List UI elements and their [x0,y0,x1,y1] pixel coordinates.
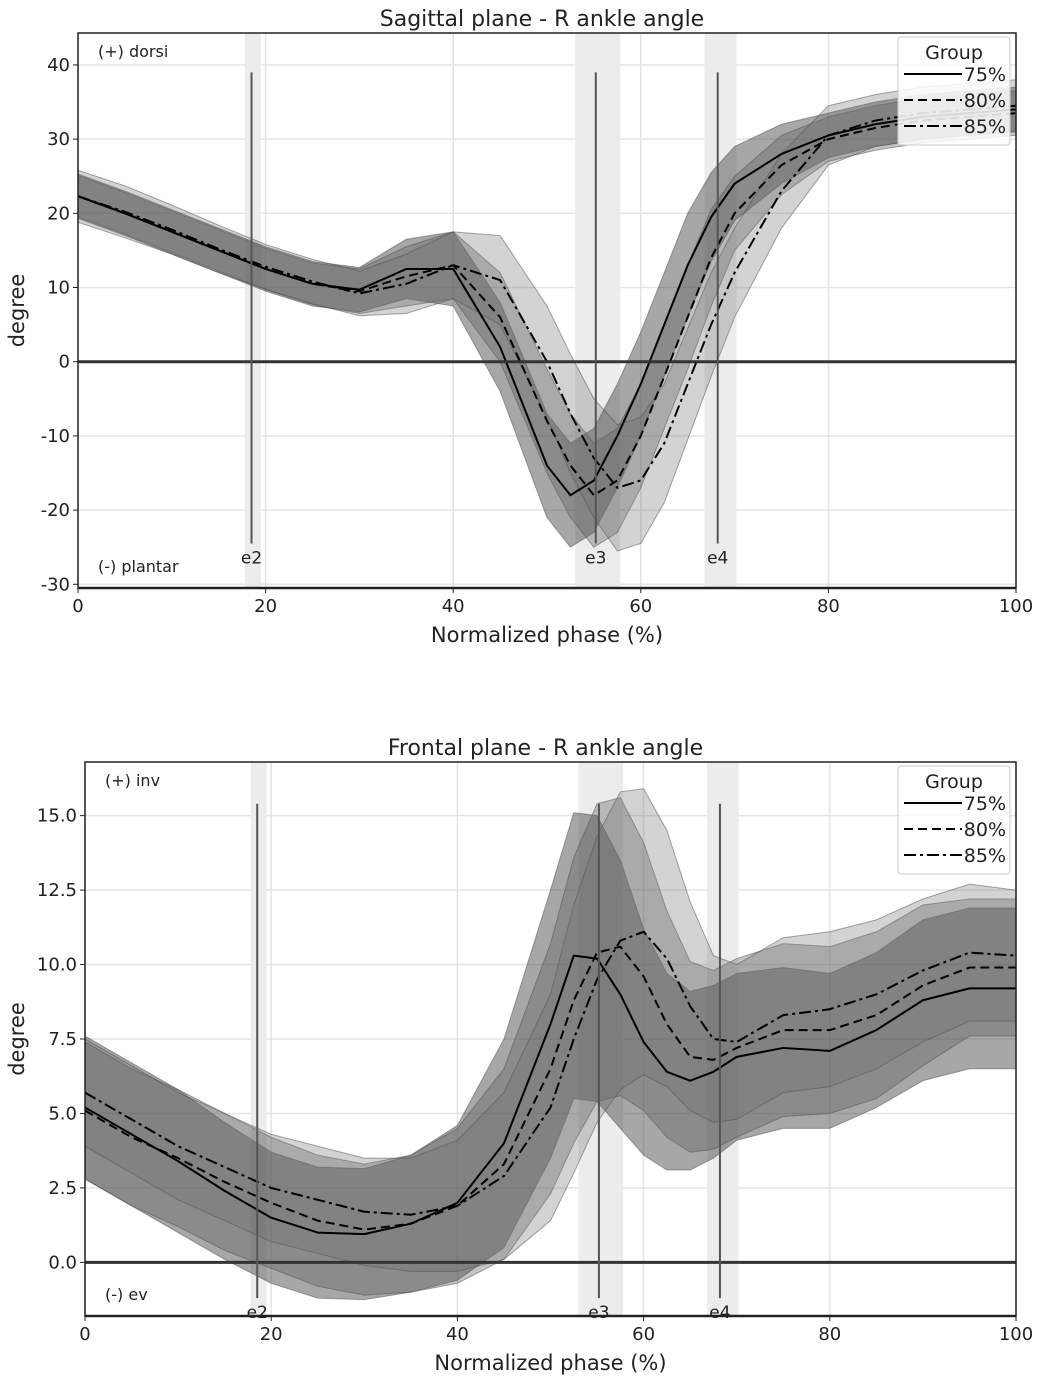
y-tick-label: 15.0 [37,806,77,827]
y-tick-label: 0 [59,352,70,373]
x-tick-label: 80 [818,1324,841,1345]
x-tick-label: 100 [999,596,1033,617]
x-tick-label: 20 [260,1324,283,1345]
y-tick-label: 5.0 [48,1103,77,1124]
y-tick-label: 20 [47,203,70,224]
event-label-e2: e2 [247,1303,268,1323]
sd-band-85% [85,788,1016,1272]
mean-line-85% [85,930,1016,1216]
event-label-e2: e2 [241,548,262,568]
x-tick-label: 60 [632,1324,655,1345]
x-tick-label: 80 [817,596,840,617]
event-span-e2 [244,33,261,588]
y-tick-label: 0.0 [48,1252,77,1273]
event-span-e4 [706,762,739,1316]
annotation-negative: (-) ev [105,1285,148,1304]
y-tick-label: 40 [47,55,70,76]
legend-label-75%: 75% [964,793,1006,815]
legend-label-80%: 80% [964,90,1006,112]
y-tick-label: 12.5 [37,880,77,901]
legend-box [897,36,1011,146]
mean-line-80% [85,945,1016,1231]
y-tick-label: -20 [41,500,70,521]
event-label-e3: e3 [588,1303,609,1323]
y-tick-label: 30 [47,129,70,150]
sd-band-85% [78,79,1016,552]
x-tick-label: 60 [629,596,652,617]
event-label-e3: e3 [585,548,606,568]
mean-line-75% [85,954,1016,1236]
chart-title: Frontal plane - R ankle angle [388,736,703,761]
y-tick-label: -10 [41,426,70,447]
annotation-positive: (+) inv [105,771,160,790]
event-span-e2 [250,762,267,1316]
y-tick-label: -30 [41,574,70,595]
legend-title: Group [925,771,983,793]
x-tick-label: 40 [442,596,465,617]
legend-label-85%: 85% [964,845,1006,867]
y-tick-label: 10 [47,277,70,298]
x-tick-label: 100 [999,1324,1033,1345]
event-span-e3 [578,762,624,1316]
legend-label-75%: 75% [964,64,1006,86]
annotation-negative: (-) plantar [98,557,179,576]
annotation-positive: (+) dorsi [98,42,168,61]
x-axis-label: Normalized phase (%) [431,623,663,647]
chart-frontal: e2 e3 e4 0 20 40 60 80 100 0.0 2.5 5.0 7.5 10.0 12.5 15… [5,736,1033,1375]
x-tick-label: 0 [72,596,83,617]
legend-label-85%: 85% [964,116,1006,138]
x-axis-label: Normalized phase (%) [434,1351,666,1375]
chart-title: Sagittal plane - R ankle angle [380,7,704,32]
chart-sagittal: e2 e3 e4 0 20 40 60 80 100 -30 -20 -10 0 10 20 30 40 Sagi… [5,7,1033,647]
legend-title: Group [925,42,983,64]
event-label-e4: e4 [707,548,728,568]
mean-line-80% [78,112,1016,497]
x-tick-label: 20 [254,596,277,617]
legend-label-80%: 80% [964,819,1006,841]
legend-box [897,765,1011,875]
sd-band-80% [85,797,1016,1296]
y-tick-label: 7.5 [48,1029,77,1050]
mean-line-85% [78,104,1016,489]
sd-band-75% [85,812,1016,1301]
y-tick-label: 2.5 [48,1178,77,1199]
y-tick-label: 10.0 [37,955,77,976]
y-axis-label: degree [5,1002,29,1076]
event-label-e4: e4 [709,1303,730,1323]
x-tick-label: 40 [446,1324,469,1345]
y-axis-label: degree [5,274,29,348]
x-tick-label: 0 [79,1324,90,1345]
